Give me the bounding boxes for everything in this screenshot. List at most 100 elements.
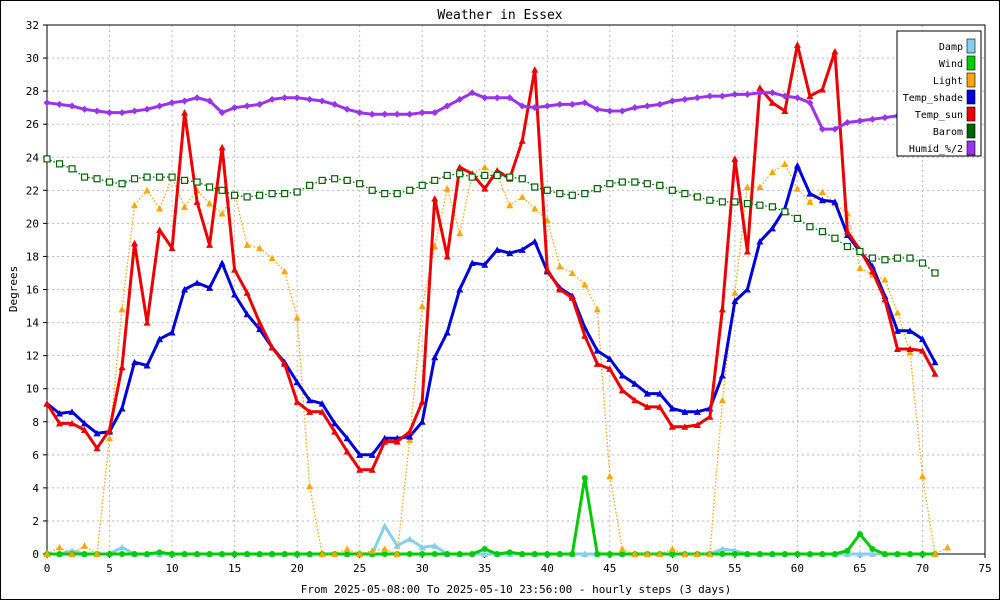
data-point bbox=[693, 94, 701, 102]
data-point bbox=[631, 104, 639, 112]
data-point bbox=[643, 403, 651, 410]
data-point bbox=[231, 191, 239, 199]
data-point bbox=[593, 105, 601, 113]
data-point bbox=[256, 325, 264, 333]
data-point bbox=[793, 185, 801, 192]
data-point bbox=[481, 546, 488, 553]
data-point bbox=[444, 551, 451, 557]
data-point bbox=[643, 102, 651, 110]
legend-swatch bbox=[966, 55, 976, 71]
data-point bbox=[206, 97, 214, 105]
data-point bbox=[431, 176, 439, 184]
data-point bbox=[68, 102, 76, 110]
data-point bbox=[668, 405, 676, 412]
data-point bbox=[731, 297, 739, 305]
data-point bbox=[106, 109, 114, 117]
data-point bbox=[718, 198, 726, 206]
data-point bbox=[919, 551, 926, 557]
data-point bbox=[781, 208, 789, 216]
data-point bbox=[181, 551, 188, 557]
data-point bbox=[93, 429, 101, 437]
data-point bbox=[481, 550, 489, 557]
data-point bbox=[443, 185, 451, 192]
data-point bbox=[268, 190, 276, 198]
legend-swatch bbox=[966, 123, 976, 139]
data-point bbox=[756, 183, 764, 191]
data-point bbox=[468, 173, 476, 181]
data-point bbox=[693, 408, 701, 415]
data-point bbox=[856, 531, 863, 538]
data-point bbox=[581, 190, 589, 198]
data-point bbox=[406, 186, 414, 194]
data-point bbox=[156, 204, 164, 212]
data-point bbox=[881, 276, 889, 283]
data-point bbox=[393, 110, 401, 118]
data-point bbox=[931, 358, 939, 366]
data-point bbox=[406, 551, 413, 557]
data-point bbox=[256, 551, 263, 557]
grid bbox=[47, 25, 985, 554]
data-point bbox=[343, 434, 351, 442]
data-point bbox=[806, 99, 814, 107]
data-point bbox=[693, 421, 701, 429]
data-point bbox=[656, 550, 664, 557]
data-point bbox=[806, 223, 814, 231]
data-point bbox=[494, 551, 501, 557]
data-point bbox=[606, 107, 614, 115]
data-point bbox=[731, 155, 739, 162]
data-point bbox=[493, 171, 501, 180]
data-point bbox=[518, 102, 526, 110]
data-point bbox=[331, 419, 339, 427]
data-point bbox=[168, 173, 176, 181]
data-point bbox=[568, 100, 576, 108]
x-tick-label: 45 bbox=[603, 562, 616, 575]
data-point bbox=[556, 551, 563, 557]
legend-swatch bbox=[966, 72, 976, 88]
data-point bbox=[243, 289, 251, 296]
data-point bbox=[618, 371, 626, 379]
data-point bbox=[306, 551, 313, 557]
data-point bbox=[93, 107, 101, 115]
data-point bbox=[768, 89, 776, 97]
data-point bbox=[281, 267, 289, 275]
y-tick-label: 12 bbox=[26, 350, 39, 363]
y-tick-label: 32 bbox=[26, 19, 39, 32]
data-point bbox=[80, 173, 89, 181]
legend-label: Light bbox=[933, 76, 963, 87]
data-point bbox=[431, 551, 438, 557]
data-point bbox=[393, 542, 401, 549]
data-point bbox=[618, 178, 626, 186]
data-point bbox=[281, 551, 288, 557]
data-point bbox=[831, 234, 839, 242]
data-point bbox=[656, 100, 664, 108]
data-point bbox=[406, 110, 414, 118]
data-point bbox=[906, 348, 914, 356]
data-point bbox=[793, 94, 801, 102]
legend-label: Humid_%/2 bbox=[909, 144, 963, 155]
data-point bbox=[918, 472, 926, 480]
data-point bbox=[481, 261, 489, 268]
data-point bbox=[318, 97, 326, 105]
data-point bbox=[419, 551, 426, 557]
data-point bbox=[93, 550, 101, 557]
data-point bbox=[106, 434, 114, 442]
data-point bbox=[718, 545, 726, 553]
series-line bbox=[45, 43, 937, 472]
data-point bbox=[868, 550, 876, 557]
data-point bbox=[531, 204, 539, 212]
data-point bbox=[643, 390, 651, 397]
data-point bbox=[569, 551, 576, 557]
data-point bbox=[231, 266, 239, 273]
data-point bbox=[393, 550, 401, 557]
data-point bbox=[130, 175, 139, 183]
data-point bbox=[668, 186, 676, 194]
data-point bbox=[768, 203, 776, 211]
data-point bbox=[343, 448, 351, 455]
data-point bbox=[906, 551, 913, 557]
data-point bbox=[618, 545, 626, 553]
y-tick-label: 8 bbox=[32, 416, 39, 429]
data-point bbox=[881, 551, 888, 557]
data-point bbox=[143, 173, 151, 181]
data-point bbox=[81, 419, 89, 427]
data-point bbox=[543, 186, 551, 194]
